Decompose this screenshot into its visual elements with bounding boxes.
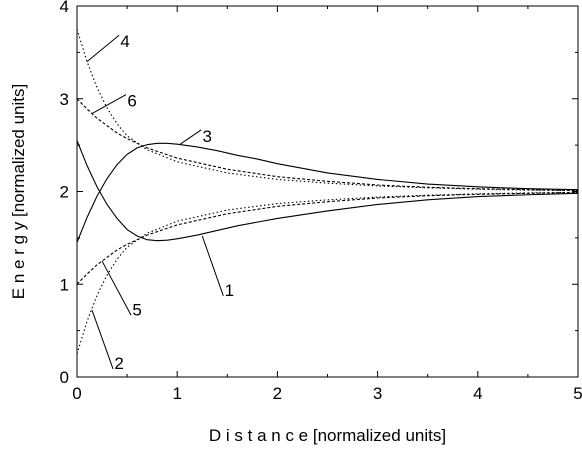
y-tick-label: 3 bbox=[60, 90, 69, 109]
x-tick-label: 3 bbox=[373, 384, 382, 403]
x-tick-label: 5 bbox=[573, 384, 582, 403]
curve-label-6: 6 bbox=[127, 92, 136, 111]
annotation-leader-4 bbox=[86, 34, 120, 63]
annotation-leader-2 bbox=[91, 310, 114, 370]
y-axis-label: E n e r g y [normalized units] bbox=[9, 84, 28, 299]
curve-label-3: 3 bbox=[203, 127, 212, 146]
x-axis-label: D i s t a n c e [normalized units] bbox=[209, 426, 446, 445]
annotation-leader-5 bbox=[101, 260, 132, 316]
series-line-5 bbox=[76, 191, 579, 285]
series-line-3 bbox=[76, 142, 579, 243]
annotation-leader-6 bbox=[91, 94, 127, 115]
annotation-leader-3 bbox=[179, 129, 202, 145]
y-tick-label: 2 bbox=[60, 183, 69, 202]
y-tick-label: 4 bbox=[60, 0, 69, 16]
series-line-1 bbox=[76, 140, 579, 242]
y-tick-label: 1 bbox=[60, 275, 69, 294]
x-tick-label: 0 bbox=[72, 384, 81, 403]
y-tick-label: 0 bbox=[60, 368, 69, 387]
plot-frame bbox=[76, 5, 579, 378]
series-line-2 bbox=[76, 191, 579, 354]
annotation-leader-1 bbox=[201, 235, 224, 296]
curve-label-2: 2 bbox=[114, 354, 123, 373]
series-line-4 bbox=[76, 29, 579, 192]
curve-label-1: 1 bbox=[225, 281, 234, 300]
curve-label-5: 5 bbox=[132, 300, 141, 319]
series-line-6 bbox=[76, 98, 579, 192]
curve-label-4: 4 bbox=[120, 32, 129, 51]
x-tick-label: 4 bbox=[473, 384, 482, 403]
x-tick-label: 1 bbox=[172, 384, 181, 403]
x-tick-label: 2 bbox=[273, 384, 282, 403]
